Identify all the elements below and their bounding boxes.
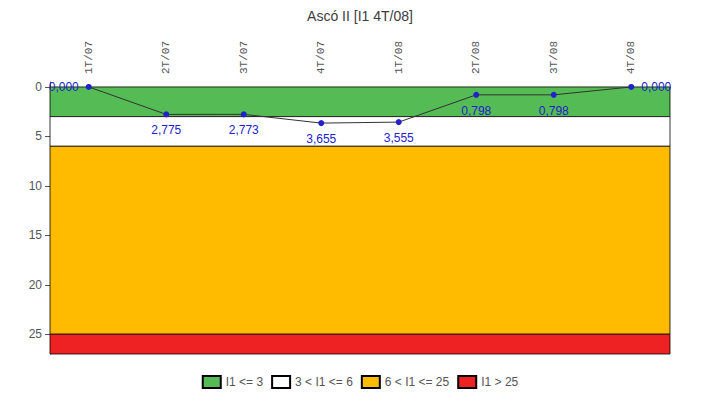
svg-text:0,798: 0,798 — [539, 104, 569, 118]
svg-text:4T/07: 4T/07 — [315, 41, 327, 74]
svg-text:3 < I1 <= 6: 3 < I1 <= 6 — [295, 375, 353, 389]
svg-text:1T/08: 1T/08 — [393, 41, 405, 74]
svg-text:2T/07: 2T/07 — [160, 41, 172, 74]
svg-text:Ascó II [I1 4T/08]: Ascó II [I1 4T/08] — [307, 8, 413, 24]
svg-text:6 < I1 <= 25: 6 < I1 <= 25 — [385, 375, 450, 389]
svg-text:I1 > 25: I1 > 25 — [481, 375, 518, 389]
svg-text:20: 20 — [29, 278, 43, 292]
svg-text:0: 0 — [35, 80, 42, 94]
svg-text:2,773: 2,773 — [229, 123, 259, 137]
svg-text:3,555: 3,555 — [384, 131, 414, 145]
svg-text:10: 10 — [29, 179, 43, 193]
svg-text:2,775: 2,775 — [151, 123, 181, 137]
svg-text:I1 <= 3: I1 <= 3 — [226, 375, 264, 389]
svg-text:15: 15 — [29, 228, 43, 242]
svg-text:5: 5 — [35, 129, 42, 143]
svg-text:3T/08: 3T/08 — [548, 41, 560, 74]
svg-text:0,000: 0,000 — [49, 80, 79, 94]
svg-text:3,655: 3,655 — [306, 132, 336, 146]
svg-text:2T/08: 2T/08 — [470, 41, 482, 74]
svg-text:4T/08: 4T/08 — [625, 41, 637, 74]
svg-text:0,798: 0,798 — [461, 104, 491, 118]
svg-text:25: 25 — [29, 327, 43, 341]
svg-text:1T/07: 1T/07 — [83, 41, 95, 74]
svg-text:0,000: 0,000 — [641, 80, 671, 94]
svg-text:3T/07: 3T/07 — [238, 41, 250, 74]
